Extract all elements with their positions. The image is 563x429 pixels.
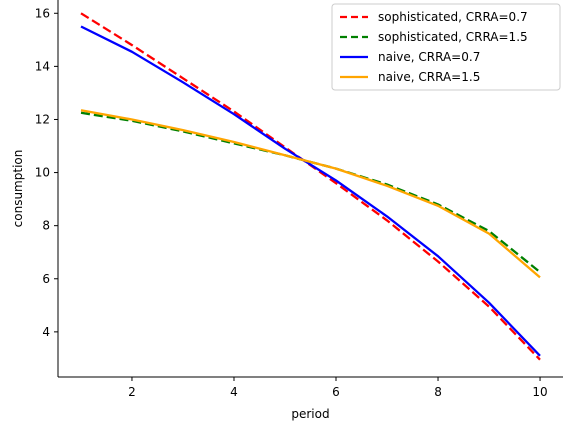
x-tick-label: 4 xyxy=(230,385,238,399)
legend-label-1: sophisticated, CRRA=1.5 xyxy=(378,30,528,44)
series-line-2 xyxy=(80,25,541,357)
y-tick-label: 10 xyxy=(35,166,50,180)
ticks: 2 4 6 8 10 4 6 8 10 12 14 16 xyxy=(35,6,548,399)
y-tick-label: 6 xyxy=(42,272,50,286)
legend-label-0: sophisticated, CRRA=0.7 xyxy=(378,10,528,24)
x-tick-label: 8 xyxy=(434,385,442,399)
y-tick-label: 16 xyxy=(35,6,50,20)
x-tick-label: 6 xyxy=(332,385,340,399)
legend: sophisticated, CRRA=0.7 sophisticated, CR… xyxy=(331,3,561,91)
legend-label-2: naive, CRRA=0.7 xyxy=(378,50,480,64)
plot-area xyxy=(80,12,541,361)
x-axis-label: period xyxy=(291,407,329,421)
legend-label-3: naive, CRRA=1.5 xyxy=(378,70,480,84)
x-tick-label: 2 xyxy=(128,385,136,399)
y-tick-label: 4 xyxy=(42,325,50,339)
y-tick-label: 8 xyxy=(42,219,50,233)
y-tick-label: 12 xyxy=(35,112,50,126)
y-axis-label: consumption xyxy=(11,150,25,228)
x-tick-label: 10 xyxy=(532,385,547,399)
legend-box xyxy=(331,3,561,91)
series-line-1 xyxy=(80,111,541,273)
axes xyxy=(57,0,563,378)
series-line-3 xyxy=(80,109,541,279)
y-tick-label: 14 xyxy=(35,59,50,73)
